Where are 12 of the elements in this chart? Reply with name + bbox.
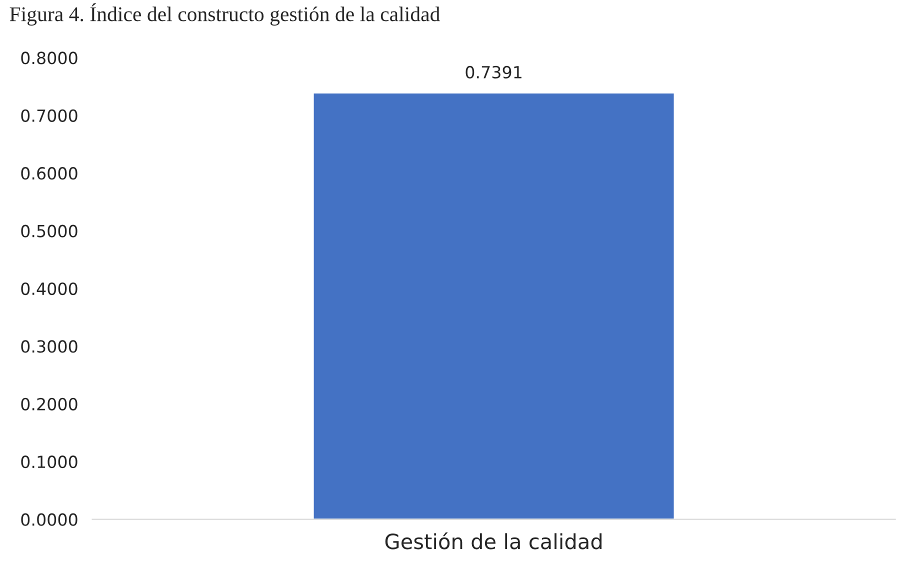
y-tick-label: 0.1000 <box>21 456 78 468</box>
y-tick-label: 0.5000 <box>21 224 78 238</box>
x-tick-label: Gestión de la calidad <box>385 532 602 550</box>
y-tick-label: 0.0000 <box>21 513 78 526</box>
y-tick-label: 0.7000 <box>21 109 78 122</box>
y-tick-label: 0.8000 <box>21 52 78 64</box>
y-tick-label: 0.2000 <box>21 398 78 410</box>
y-tick-label: 0.4000 <box>21 282 78 296</box>
chart-title: Figura 4. Índice del constructo gestión de la calidad <box>10 3 440 26</box>
data-label: 0.7391 <box>466 66 522 78</box>
y-tick-label: 0.6000 <box>21 167 78 180</box>
y-tick-label: 0.3000 <box>21 340 78 353</box>
